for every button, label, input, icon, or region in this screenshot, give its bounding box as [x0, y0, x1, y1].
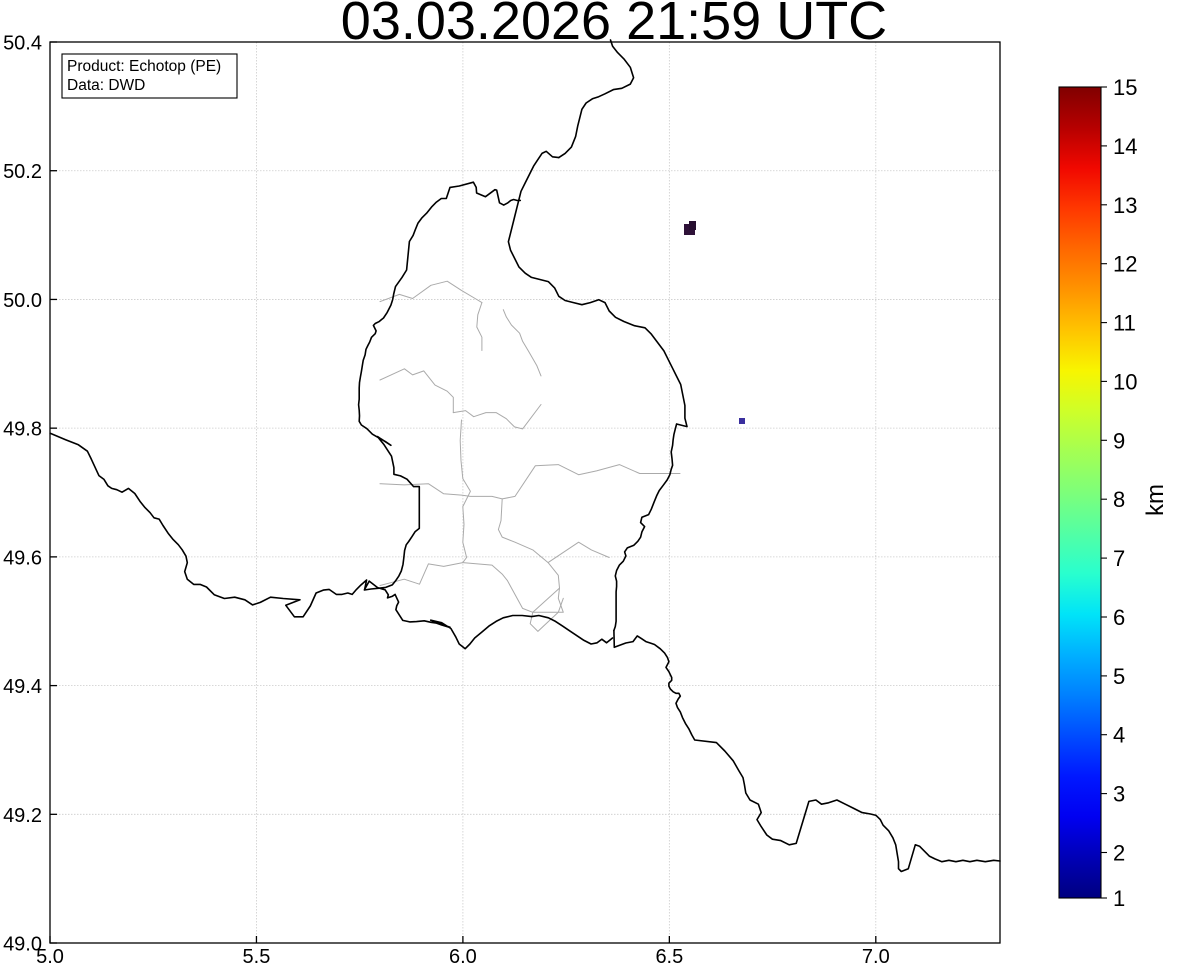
svg-text:11: 11: [1113, 311, 1136, 336]
svg-text:50.2: 50.2: [3, 161, 42, 183]
svg-text:14: 14: [1113, 134, 1137, 159]
svg-text:13: 13: [1113, 193, 1137, 218]
svg-text:1: 1: [1113, 886, 1125, 911]
svg-text:49.6: 49.6: [3, 547, 42, 569]
svg-text:15: 15: [1113, 75, 1137, 100]
svg-text:Product: Echotop (PE): Product: Echotop (PE): [67, 58, 221, 75]
svg-text:9: 9: [1113, 428, 1125, 453]
svg-text:3: 3: [1113, 782, 1125, 807]
svg-text:5: 5: [1113, 664, 1125, 689]
svg-text:4: 4: [1113, 723, 1125, 748]
svg-text:49.8: 49.8: [3, 419, 42, 441]
svg-text:6.0: 6.0: [449, 946, 477, 968]
svg-text:7.0: 7.0: [862, 946, 890, 968]
svg-text:6: 6: [1113, 605, 1125, 630]
svg-text:49.2: 49.2: [3, 805, 42, 827]
svg-text:49.4: 49.4: [3, 676, 42, 698]
svg-text:2: 2: [1113, 841, 1125, 866]
svg-text:12: 12: [1113, 252, 1137, 277]
svg-text:5.5: 5.5: [243, 946, 271, 968]
svg-text:8: 8: [1113, 487, 1125, 512]
svg-text:Data: DWD: Data: DWD: [67, 77, 145, 94]
svg-text:50.0: 50.0: [3, 290, 42, 312]
svg-text:7: 7: [1113, 546, 1125, 571]
svg-text:10: 10: [1113, 369, 1137, 394]
svg-text:km: km: [1142, 484, 1169, 516]
svg-text:6.5: 6.5: [655, 946, 683, 968]
svg-text:49.0: 49.0: [3, 934, 42, 956]
